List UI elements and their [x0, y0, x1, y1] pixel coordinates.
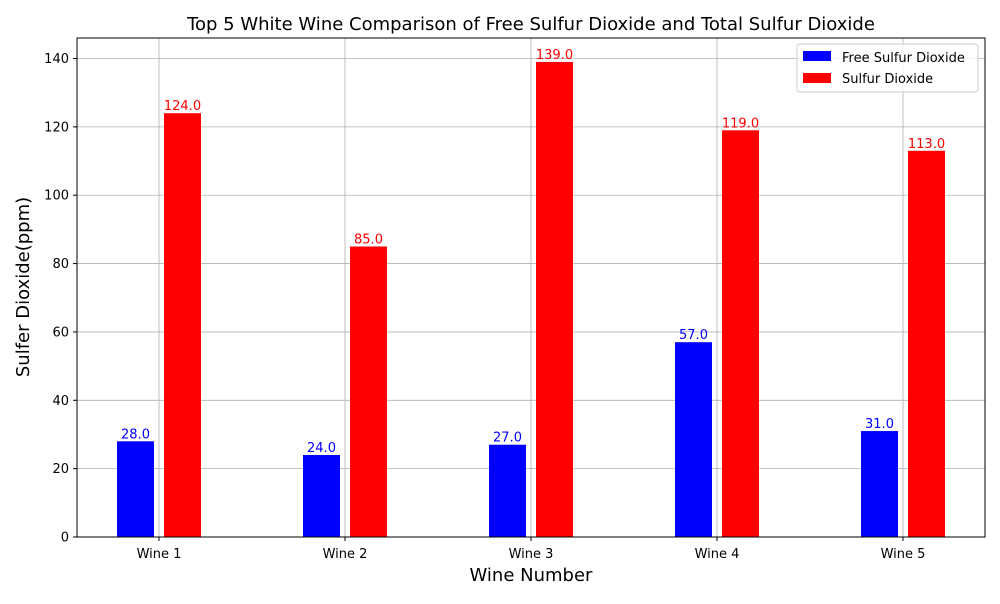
data-label-free-sulfur-dioxide-wine-4: 57.0 [679, 328, 708, 343]
data-label-sulfur-dioxide-wine-1: 124.0 [164, 99, 201, 114]
y-tick-label: 20 [52, 462, 69, 477]
bar-free-sulfur-dioxide-wine-4 [675, 342, 712, 537]
bar-free-sulfur-dioxide-wine-3 [489, 444, 526, 537]
data-label-free-sulfur-dioxide-wine-1: 28.0 [121, 427, 150, 442]
data-label-sulfur-dioxide-wine-3: 139.0 [536, 48, 573, 63]
bar-sulfur-dioxide-wine-3 [536, 61, 573, 538]
gridlines [77, 38, 985, 538]
y-tick-label: 0 [61, 531, 69, 546]
y-tick-label: 120 [44, 120, 69, 135]
legend-label-sulfur-dioxide: Sulfur Dioxide [842, 72, 933, 87]
data-label-sulfur-dioxide-wine-5: 113.0 [908, 137, 945, 152]
x-tick-label-wine-4: Wine 4 [695, 547, 740, 562]
x-tick-label-wine-2: Wine 2 [323, 547, 368, 562]
bar-sulfur-dioxide-wine-1 [164, 113, 201, 538]
bars [117, 61, 945, 538]
y-tick-label: 80 [52, 257, 69, 272]
y-axis-label: Sulfer Dioxide(ppm) [13, 197, 34, 377]
legend: Free Sulfur Dioxide Sulfur Dioxide [796, 43, 979, 93]
y-tick-label: 60 [52, 325, 69, 340]
data-label-sulfur-dioxide-wine-4: 119.0 [722, 116, 759, 131]
y-tick-label: 40 [52, 394, 69, 409]
data-label-free-sulfur-dioxide-wine-5: 31.0 [865, 417, 894, 432]
legend-swatch-sulfur-dioxide [803, 73, 831, 83]
y-tick-label: 140 [44, 52, 69, 67]
x-axis-label: Wine Number [470, 565, 594, 586]
y-axis: 0 20 40 60 80 100 120 140 [44, 52, 77, 546]
bar-free-sulfur-dioxide-wine-5 [861, 431, 898, 537]
bar-sulfur-dioxide-wine-2 [350, 246, 387, 537]
legend-swatch-free-sulfur-dioxide [803, 51, 831, 61]
chart-title: Top 5 White Wine Comparison of Free Sulf… [186, 14, 875, 35]
x-axis: Wine 1 Wine 2 Wine 3 Wine 4 Wine 5 [137, 537, 926, 562]
legend-label-free-sulfur-dioxide: Free Sulfur Dioxide [842, 51, 965, 66]
bar-sulfur-dioxide-wine-5 [908, 150, 945, 538]
data-label-free-sulfur-dioxide-wine-3: 27.0 [493, 431, 522, 446]
x-tick-label-wine-5: Wine 5 [881, 547, 926, 562]
bar-sulfur-dioxide-wine-4 [722, 130, 759, 537]
data-label-sulfur-dioxide-wine-2: 85.0 [354, 232, 383, 247]
y-tick-label: 100 [44, 189, 69, 204]
x-tick-label-wine-1: Wine 1 [137, 547, 182, 562]
data-label-free-sulfur-dioxide-wine-2: 24.0 [307, 441, 336, 456]
x-tick-label-wine-3: Wine 3 [509, 547, 554, 562]
bar-free-sulfur-dioxide-wine-2 [303, 454, 340, 537]
bar-free-sulfur-dioxide-wine-1 [117, 441, 154, 537]
legend-box [796, 43, 979, 93]
bar-value-labels: 28.0 24.0 27.0 57.0 31.0 124.0 85.0 139.0 119.0 1… [121, 48, 945, 456]
